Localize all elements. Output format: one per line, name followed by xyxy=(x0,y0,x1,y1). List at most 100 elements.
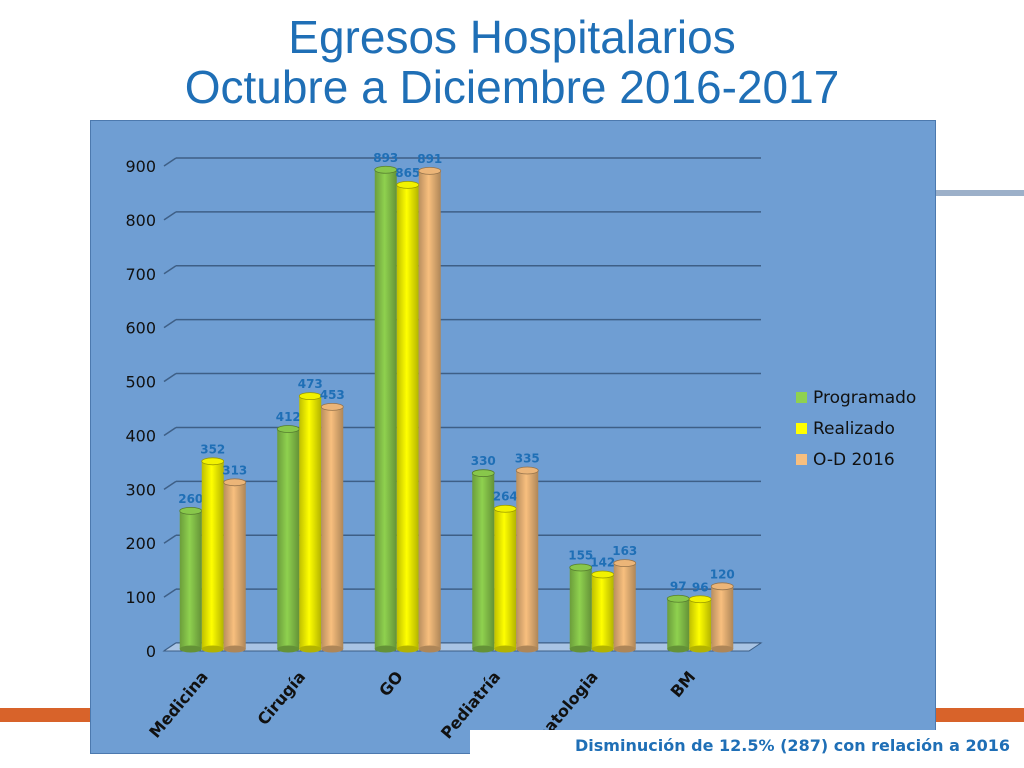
data-label: 142 xyxy=(590,555,615,569)
bar-o-d-2016 xyxy=(516,470,539,649)
bar-realizado xyxy=(494,508,517,649)
bar-programado xyxy=(374,169,397,649)
y-tick-label: 300 xyxy=(125,480,156,499)
gridline-depth xyxy=(163,426,177,437)
y-tick-label: 100 xyxy=(125,588,156,607)
bar-realizado xyxy=(299,396,322,649)
bar-programado xyxy=(179,510,202,649)
data-label: 453 xyxy=(320,388,345,402)
chart-canvas: 0 100 200 300 400 500 600 700 800 900 260 352 313 Med… xyxy=(125,151,916,755)
gridline-depth xyxy=(163,157,177,167)
bar-base xyxy=(569,645,592,653)
x-tick-label: GO xyxy=(375,667,407,700)
page-title-line2: Octubre a Diciembre 2016-2017 xyxy=(184,61,840,113)
bar-base xyxy=(689,645,712,653)
legend-label: O-D 2016 xyxy=(813,450,895,470)
data-label: 163 xyxy=(612,544,637,558)
bar-base xyxy=(494,645,517,653)
data-label: 330 xyxy=(471,454,496,468)
data-label: 335 xyxy=(515,451,540,465)
data-label: 352 xyxy=(200,442,225,456)
accent-band-left xyxy=(0,708,90,722)
bar-cap xyxy=(613,559,637,568)
y-tick-label: 0 xyxy=(146,642,156,661)
legend-swatch xyxy=(796,423,807,434)
y-tick-label: 800 xyxy=(125,211,156,230)
bar-o-d-2016 xyxy=(418,170,441,649)
bar-cap xyxy=(591,570,615,579)
legend-swatch xyxy=(796,454,807,465)
page-title-line1: Egresos Hospitalarios xyxy=(288,11,736,63)
data-label: 264 xyxy=(493,490,518,504)
bar-base xyxy=(613,645,636,653)
data-label: 260 xyxy=(178,492,203,506)
legend-label: Realizado xyxy=(813,419,895,439)
bar-cap xyxy=(515,466,539,475)
bar-chart: 0 100 200 300 400 500 600 700 800 900 260 352 313 Med… xyxy=(90,120,936,755)
bar-o-d-2016 xyxy=(223,482,246,649)
bar-cap xyxy=(298,392,322,401)
bar-realizado xyxy=(201,461,224,649)
bar-cap xyxy=(223,478,247,487)
y-tick-label: 700 xyxy=(125,265,156,284)
bar-cap xyxy=(710,582,734,591)
bar-cap xyxy=(688,595,712,604)
bar-base xyxy=(667,645,690,653)
gridline-depth xyxy=(163,480,177,490)
data-label: 313 xyxy=(222,463,247,477)
data-label: 473 xyxy=(298,377,323,391)
bar-cap xyxy=(320,402,344,411)
bar-programado xyxy=(277,428,300,649)
bar-cap xyxy=(179,506,203,515)
bar-cap xyxy=(201,457,225,466)
data-label: 96 xyxy=(692,580,709,594)
data-label: 155 xyxy=(568,548,593,562)
bar-cap xyxy=(493,504,517,513)
bar-base xyxy=(299,645,322,653)
gridline-depth xyxy=(163,211,177,221)
bar-cap xyxy=(374,165,398,174)
x-tick-label: Medicina xyxy=(145,667,212,741)
bar-realizado xyxy=(689,599,712,649)
bar-base xyxy=(321,645,344,653)
bar-base xyxy=(472,645,495,653)
legend-label: Programado xyxy=(813,388,916,408)
bar-programado xyxy=(472,473,495,649)
x-tick-label: BM xyxy=(667,667,700,701)
gridline-depth xyxy=(163,372,177,383)
bar-programado xyxy=(667,598,690,649)
bar-programado xyxy=(569,567,592,649)
bar-base xyxy=(223,645,246,653)
bar-o-d-2016 xyxy=(613,563,636,649)
y-tick-label: 500 xyxy=(125,373,156,392)
gridline-depth xyxy=(163,588,177,598)
gridline-depth xyxy=(163,534,177,544)
bar-base xyxy=(591,645,614,653)
bar-o-d-2016 xyxy=(711,586,734,649)
data-label: 893 xyxy=(373,151,398,165)
bar-cap xyxy=(418,166,442,175)
legend-swatch xyxy=(796,392,807,403)
y-tick-label: 200 xyxy=(125,534,156,553)
bar-cap xyxy=(396,180,420,189)
bar-base xyxy=(179,645,202,653)
data-label: 120 xyxy=(710,567,735,581)
bar-base xyxy=(516,645,539,653)
gridline-depth xyxy=(163,319,177,329)
data-label: 97 xyxy=(670,580,687,594)
bar-cap xyxy=(569,563,593,572)
bar-realizado xyxy=(396,184,419,649)
bar-base xyxy=(374,645,397,653)
bar-base xyxy=(418,645,441,653)
data-label: 865 xyxy=(395,166,420,180)
footer-note: Disminución de 12.5% (287) con relación … xyxy=(575,736,1010,755)
bar-o-d-2016 xyxy=(321,406,344,649)
y-tick-label: 900 xyxy=(125,157,156,176)
bar-cap xyxy=(276,425,300,433)
data-label: 891 xyxy=(417,152,442,166)
data-label: 412 xyxy=(276,410,301,424)
bar-realizado xyxy=(591,574,614,649)
bar-base xyxy=(711,645,734,653)
bar-cap xyxy=(666,594,690,603)
y-tick-label: 400 xyxy=(125,426,156,445)
